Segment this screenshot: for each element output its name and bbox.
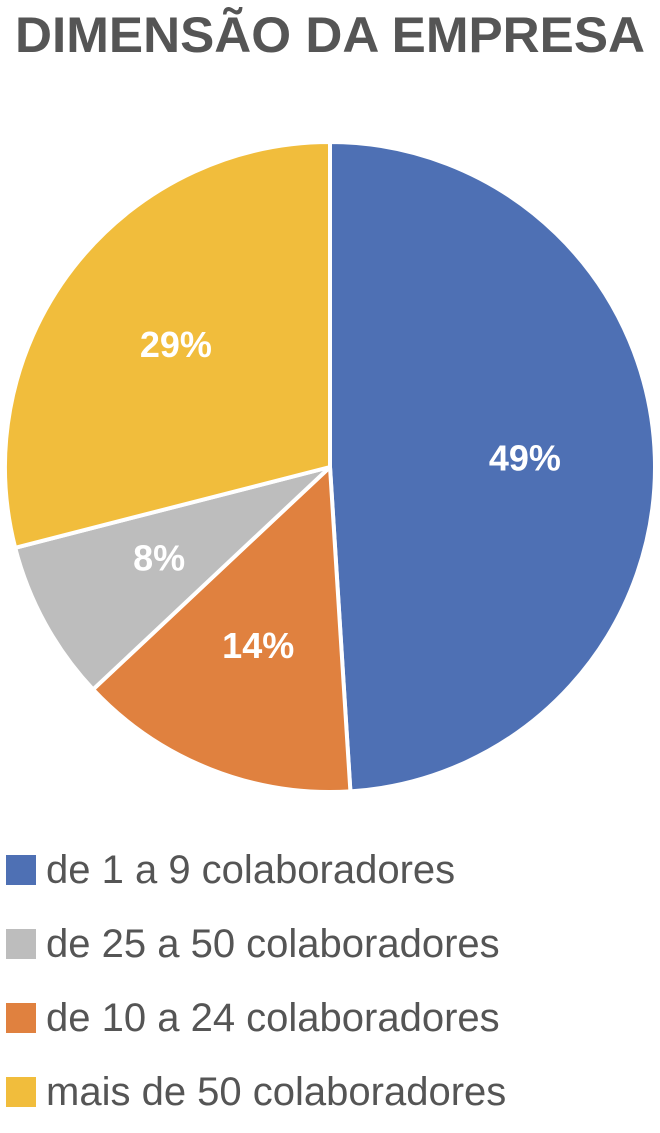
data-label: 49%: [489, 437, 561, 478]
legend-label: mais de 50 colaboradores: [46, 1069, 507, 1114]
legend-label: de 10 a 24 colaboradores: [46, 995, 500, 1040]
legend-item: de 10 a 24 colaboradores: [6, 996, 506, 1040]
pie-slice: [3, 139, 332, 551]
pie-slice: [90, 462, 353, 794]
legend-item: mais de 50 colaboradores: [6, 1070, 506, 1114]
pie-chart: DIMENSÃO DA EMPRESA 49% 14% 8% 29%: [3, 7, 657, 794]
chart-title: DIMENSÃO DA EMPRESA: [15, 7, 645, 63]
legend-label: de 25 a 50 colaboradores: [46, 921, 500, 966]
data-label: 8%: [133, 537, 185, 578]
legend-item: de 25 a 50 colaboradores: [6, 922, 506, 966]
data-label: 29%: [140, 324, 212, 365]
legend-swatch: [6, 1003, 36, 1033]
legend: de 1 a 9 colaboradores de 10 a 24 colabor…: [6, 848, 506, 1114]
pie-slice: [12, 465, 332, 693]
legend-swatch: [6, 1077, 36, 1107]
legend-swatch: [6, 929, 36, 959]
legend-label: de 1 a 9 colaboradores: [46, 847, 456, 892]
data-label: 14%: [222, 625, 294, 666]
legend-item: de 1 a 9 colaboradores: [6, 848, 506, 892]
pie-slice: [328, 139, 657, 794]
legend-swatch: [6, 855, 36, 885]
